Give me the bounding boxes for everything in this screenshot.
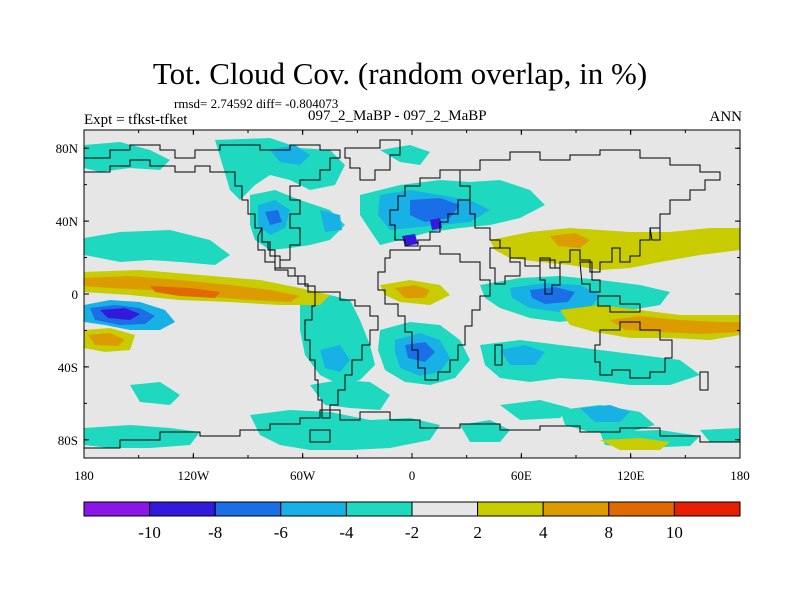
lat-tick-label: 80S [58, 433, 78, 448]
lat-tick-label: 0 [72, 287, 79, 302]
lon-tick-label: 120E [617, 468, 645, 483]
colorbar-swatch [411, 501, 479, 517]
colorbar-label: 2 [473, 523, 482, 542]
colorbar-swatch [280, 501, 347, 517]
lon-tick-label: 0 [409, 468, 416, 483]
colorbar-swatch [477, 501, 544, 517]
longitude-axis: 180 120W 60W 0 60E 120E 180 [74, 130, 750, 483]
plot-title: Tot. Cloud Cov. (random overlap, in %) [152, 56, 648, 91]
colorbar-swatch [542, 501, 610, 517]
colorbar-label: 10 [666, 523, 683, 542]
lon-tick-label: 120W [177, 468, 210, 483]
colorbar-swatch [149, 501, 216, 517]
colorbar: -10 -8 -6 -4 -2 2 4 8 10 [83, 501, 741, 542]
lon-tick-label: 180 [74, 468, 94, 483]
colorbar-label: 8 [605, 523, 614, 542]
colorbar-swatch [345, 501, 413, 517]
stats-text: rmsd= 2.74592 diff= -0.804073 [174, 96, 339, 111]
lon-tick-label: 180 [730, 468, 750, 483]
colorbar-label: -6 [274, 523, 288, 542]
colorbar-label: -2 [405, 523, 419, 542]
lat-tick-label: 80N [56, 141, 79, 156]
colorbar-label: 4 [539, 523, 548, 542]
lon-tick-label: 60W [290, 468, 316, 483]
coastlines [84, 139, 740, 449]
colorbar-swatch [608, 501, 675, 517]
colorbar-label: -4 [339, 523, 354, 542]
colorbar-swatch [214, 501, 282, 517]
colorbar-label: -10 [138, 523, 161, 542]
case-label: 097_2_MaBP - 097_2_MaBP [308, 108, 487, 124]
colorbar-label: -8 [208, 523, 222, 542]
colorbar-swatch [83, 501, 151, 517]
season-label: ANN [709, 109, 743, 125]
lat-tick-label: 40S [58, 360, 78, 375]
lon-tick-label: 60E [511, 468, 532, 483]
lat-tick-label: 40N [56, 214, 79, 229]
colorbar-swatch [673, 501, 741, 517]
latitude-axis: 80N 40N 0 40S 80S [56, 141, 740, 448]
experiment-label: Expt = tfkst-tfket [84, 112, 188, 128]
